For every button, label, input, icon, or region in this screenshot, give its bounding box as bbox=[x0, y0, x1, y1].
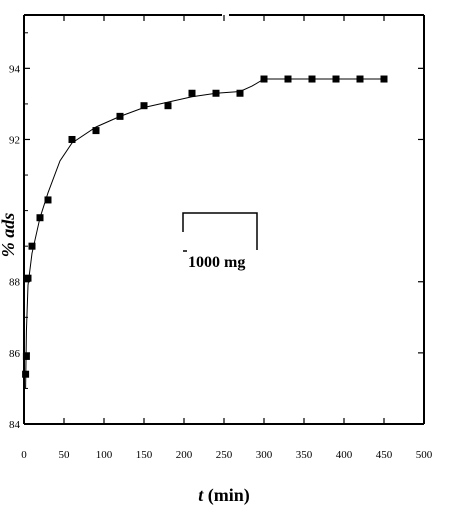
x-tick-label: 350 bbox=[296, 449, 313, 461]
fit-curve bbox=[25, 78, 384, 389]
data-point bbox=[22, 370, 30, 378]
x-axis-label: t (min) bbox=[198, 485, 250, 506]
data-point bbox=[236, 89, 244, 97]
y-tick-label: 84 bbox=[9, 419, 21, 431]
data-points bbox=[22, 75, 388, 378]
x-axis-ticks: 0 50 100 150 200 250 300 350 400 450 500 bbox=[21, 15, 433, 461]
data-point bbox=[24, 274, 32, 282]
data-point bbox=[92, 127, 100, 135]
x-axis-label-var: t bbox=[198, 485, 204, 505]
data-point bbox=[332, 75, 340, 83]
data-point bbox=[28, 242, 36, 250]
x-tick-label: 500 bbox=[416, 449, 433, 461]
data-point bbox=[260, 75, 268, 83]
x-tick-label: 50 bbox=[59, 449, 71, 461]
data-point bbox=[22, 352, 30, 360]
fit-line bbox=[25, 78, 384, 389]
x-tick-label: 400 bbox=[336, 449, 353, 461]
y-tick-label: 88 bbox=[9, 277, 21, 289]
x-tick-label: 450 bbox=[376, 449, 393, 461]
legend: 1000 mg bbox=[182, 212, 258, 271]
data-point bbox=[212, 89, 220, 97]
data-point bbox=[188, 89, 196, 97]
y-tick-label: 92 bbox=[9, 134, 20, 146]
data-point bbox=[308, 75, 316, 83]
data-point bbox=[140, 102, 148, 110]
x-tick-label: 100 bbox=[96, 449, 113, 461]
x-tick-label: 150 bbox=[136, 449, 153, 461]
data-point bbox=[68, 135, 76, 143]
plot-frame bbox=[23, 14, 425, 425]
x-axis-label-unit: (min) bbox=[203, 485, 250, 506]
legend-bracket bbox=[182, 212, 258, 250]
data-point bbox=[36, 214, 44, 222]
y-tick-label: 94 bbox=[9, 63, 21, 75]
data-point bbox=[356, 75, 364, 83]
y-axis-ticks: 84 86 88 92 94 bbox=[9, 32, 424, 431]
data-point bbox=[380, 75, 388, 83]
data-point bbox=[164, 102, 172, 110]
y-axis-label: % ads bbox=[0, 213, 18, 258]
data-point bbox=[44, 196, 52, 204]
legend-label: 1000 mg bbox=[188, 254, 245, 271]
data-point bbox=[284, 75, 292, 83]
x-tick-label: 250 bbox=[216, 449, 233, 461]
x-tick-label: 0 bbox=[21, 449, 27, 461]
data-point bbox=[116, 112, 124, 120]
x-tick-label: 300 bbox=[256, 449, 273, 461]
y-tick-label: 86 bbox=[9, 348, 21, 360]
x-tick-label: 200 bbox=[176, 449, 193, 461]
